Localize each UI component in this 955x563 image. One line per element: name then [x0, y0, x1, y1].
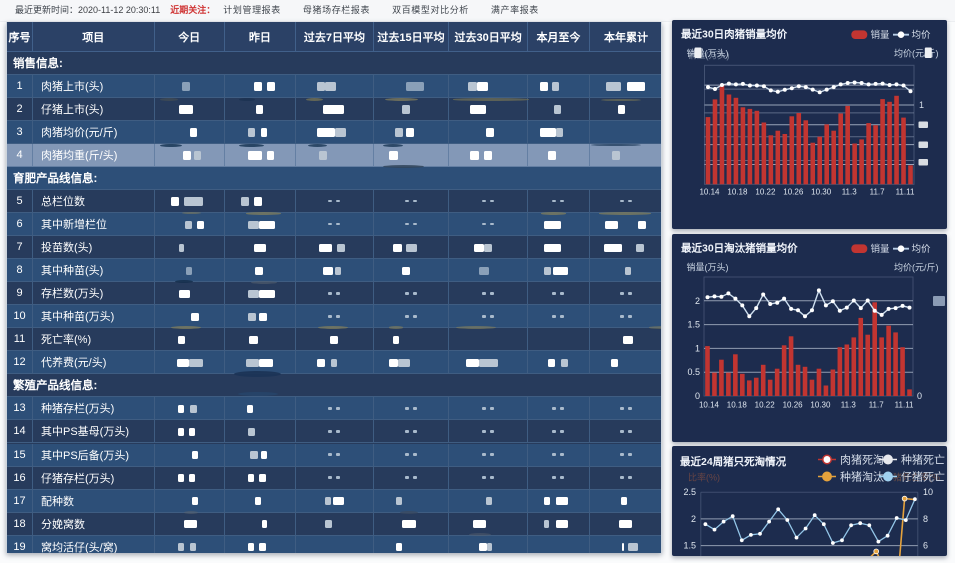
- svg-text:0.5: 0.5: [687, 367, 700, 377]
- svg-text:1.5: 1.5: [683, 541, 696, 551]
- svg-text:6: 6: [923, 541, 928, 551]
- svg-text:11.3: 11.3: [841, 401, 857, 410]
- svg-text:10.14: 10.14: [699, 188, 720, 197]
- svg-text:8: 8: [923, 514, 928, 524]
- svg-text:1: 1: [919, 100, 924, 110]
- svg-text:1: 1: [695, 343, 700, 353]
- svg-text:0: 0: [917, 391, 922, 401]
- svg-text:仔猪死亡: 仔猪死亡: [901, 470, 945, 484]
- svg-text:11.7: 11.7: [870, 188, 886, 197]
- svg-text:2: 2: [695, 296, 700, 306]
- svg-text:均价(元/斤): 均价(元/斤): [894, 262, 939, 273]
- svg-text:10.18: 10.18: [727, 188, 748, 197]
- svg-text:10.14: 10.14: [699, 401, 720, 410]
- svg-text:销量(万头): 销量(万头): [687, 262, 729, 273]
- svg-text:10.30: 10.30: [810, 401, 831, 410]
- svg-text:种猪死亡: 种猪死亡: [901, 453, 945, 467]
- svg-text:10.22: 10.22: [755, 401, 776, 410]
- svg-text:种猪淘汰: 种猪淘汰: [840, 470, 884, 484]
- svg-text:11.11: 11.11: [895, 401, 914, 410]
- svg-text:最近30日淘汰猪销量均价: 最近30日淘汰猪销量均价: [681, 242, 798, 255]
- svg-text:11.11: 11.11: [896, 188, 915, 197]
- svg-text:比率(%): 比率(%): [688, 472, 720, 483]
- svg-text:11.7: 11.7: [869, 401, 885, 410]
- svg-text:10: 10: [923, 487, 933, 497]
- svg-text:2.5: 2.5: [683, 487, 696, 497]
- svg-text:销量: 销量: [871, 243, 891, 255]
- svg-text:2: 2: [691, 514, 696, 524]
- svg-text:最近24周猪只死淘情况: 最近24周猪只死淘情况: [680, 455, 787, 468]
- svg-text:销量(万头): 销量(万头): [688, 50, 730, 61]
- svg-text:10.30: 10.30: [811, 188, 832, 197]
- svg-text:10.26: 10.26: [783, 401, 804, 410]
- svg-text:均价: 均价: [912, 243, 932, 255]
- svg-text:仔猪死亡率(%: 仔猪死亡率(%: [884, 472, 940, 483]
- svg-text:最近30日肉猪销量均价: 最近30日肉猪销量均价: [681, 28, 788, 41]
- svg-text:销量(万头): 销量(万头): [687, 48, 729, 59]
- svg-text:均价(元/斤): 均价(元/斤): [894, 48, 939, 59]
- svg-text:10.18: 10.18: [727, 401, 748, 410]
- svg-text:均价: 均价: [912, 29, 932, 41]
- svg-text:10.26: 10.26: [783, 188, 804, 197]
- svg-text:10.22: 10.22: [755, 188, 776, 197]
- svg-text:1.5: 1.5: [687, 320, 700, 330]
- svg-text:销量: 销量: [871, 29, 891, 41]
- svg-text:0: 0: [695, 391, 700, 401]
- svg-text:肉猪死淘: 肉猪死淘: [840, 454, 884, 467]
- svg-text:11.3: 11.3: [842, 188, 858, 197]
